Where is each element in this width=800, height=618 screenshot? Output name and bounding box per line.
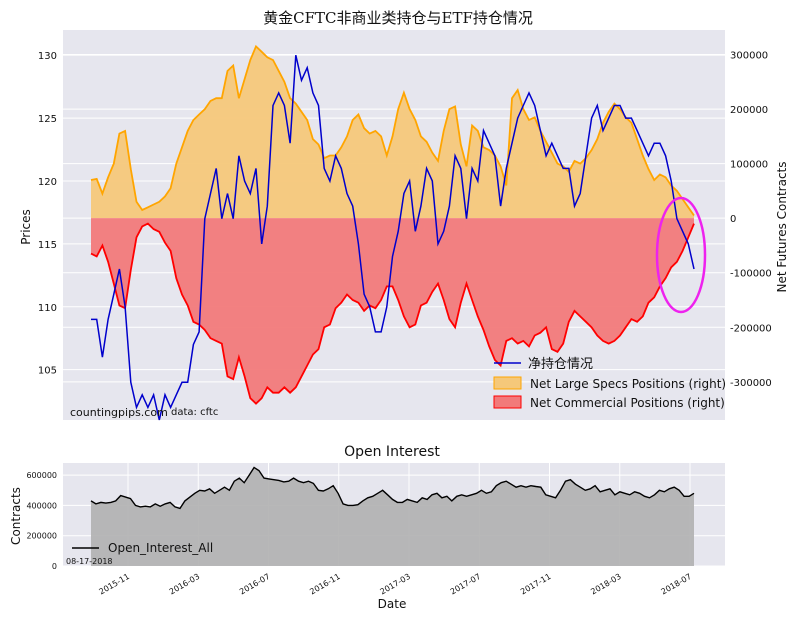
right-tick-label: 300000 xyxy=(730,51,768,62)
bottom-x-axis-label: Date xyxy=(378,597,407,611)
right-tick-label: 0 xyxy=(730,214,736,225)
bottom-y-tick-label: 600000 xyxy=(26,471,57,480)
right-tick-label: -200000 xyxy=(730,323,772,334)
right-tick-label: 200000 xyxy=(730,105,768,116)
bottom-x-tick-label: 2016-07 xyxy=(238,572,271,597)
legend-specs-swatch xyxy=(493,376,522,390)
left-tick-label: 110 xyxy=(38,303,57,314)
right-tick-label: -100000 xyxy=(730,269,772,280)
bottom-x-tick-label: 2016-03 xyxy=(168,572,201,597)
source-annotation: countingpips.com xyxy=(70,406,168,419)
legend-oi-label: Open_Interest_All xyxy=(108,541,213,555)
bottom-y-tick-label: 0 xyxy=(52,562,57,571)
bottom-x-tick-label: 2016-11 xyxy=(308,572,341,597)
legend-specs-label: Net Large Specs Positions (right) xyxy=(530,377,726,391)
bottom-chart-title: Open Interest xyxy=(344,444,440,460)
price-line xyxy=(91,55,695,421)
top-left-axis-ticks: 105 110 115 120 125 130 xyxy=(38,51,57,377)
bottom-x-tick-label: 2017-03 xyxy=(379,572,412,597)
bottom-x-tick-label: 2017-11 xyxy=(519,572,552,597)
comm-line xyxy=(90,222,695,405)
bottom-x-tick-label: 2017-07 xyxy=(449,572,482,597)
bottom-legend: Open_Interest_All xyxy=(72,541,213,555)
top-right-axis-ticks: -300000 -200000 -100000 0 100000 200000 300000 xyxy=(730,51,772,389)
right-tick-label: -300000 xyxy=(730,378,772,389)
top-series-group xyxy=(90,44,695,421)
top-right-axis-label: Net Futures Contracts xyxy=(775,161,789,292)
highlight-circle xyxy=(655,196,707,314)
legend-price-label: 净持仓情况 xyxy=(528,357,593,372)
bottom-x-tick-label: 2015-11 xyxy=(98,572,131,597)
comm-area xyxy=(91,218,694,404)
left-tick-label: 120 xyxy=(38,177,57,188)
top-chart-title: 黄金CFTC非商业类持仓与ETF持仓情况 xyxy=(263,9,533,27)
left-tick-label: 130 xyxy=(38,51,57,62)
top-legend: 净持仓情况 Net Large Specs Positions (right) … xyxy=(493,357,726,410)
bottom-x-tick-label: 2018-07 xyxy=(660,572,693,597)
left-tick-label: 125 xyxy=(38,114,57,125)
bottom-y-axis-label: Contracts xyxy=(9,487,23,545)
bottom-series-group xyxy=(90,466,695,566)
legend-comm-swatch xyxy=(493,395,522,409)
legend-comm-label: Net Commercial Positions (right) xyxy=(530,396,725,410)
bottom-y-tick-label: 200000 xyxy=(26,532,57,541)
left-tick-label: 105 xyxy=(38,366,57,377)
specs-line xyxy=(90,44,695,217)
top-left-axis-label: Prices xyxy=(19,209,33,245)
bottom-y-tick-label: 400000 xyxy=(26,501,57,510)
bottom-x-axis-ticks: 2015-11 2016-03 2016-07 2016-11 2017-03 2017-… xyxy=(98,572,693,597)
oi-start-date: 08-17-2018 xyxy=(66,557,113,566)
data-annotation: data: cftc xyxy=(171,407,218,418)
bottom-x-tick-label: 2018-03 xyxy=(589,572,622,597)
bottom-y-axis-ticks: 0 200000 400000 600000 xyxy=(26,471,57,571)
oi-line xyxy=(90,466,695,510)
right-tick-label: 100000 xyxy=(730,160,768,171)
left-tick-label: 115 xyxy=(38,240,57,251)
